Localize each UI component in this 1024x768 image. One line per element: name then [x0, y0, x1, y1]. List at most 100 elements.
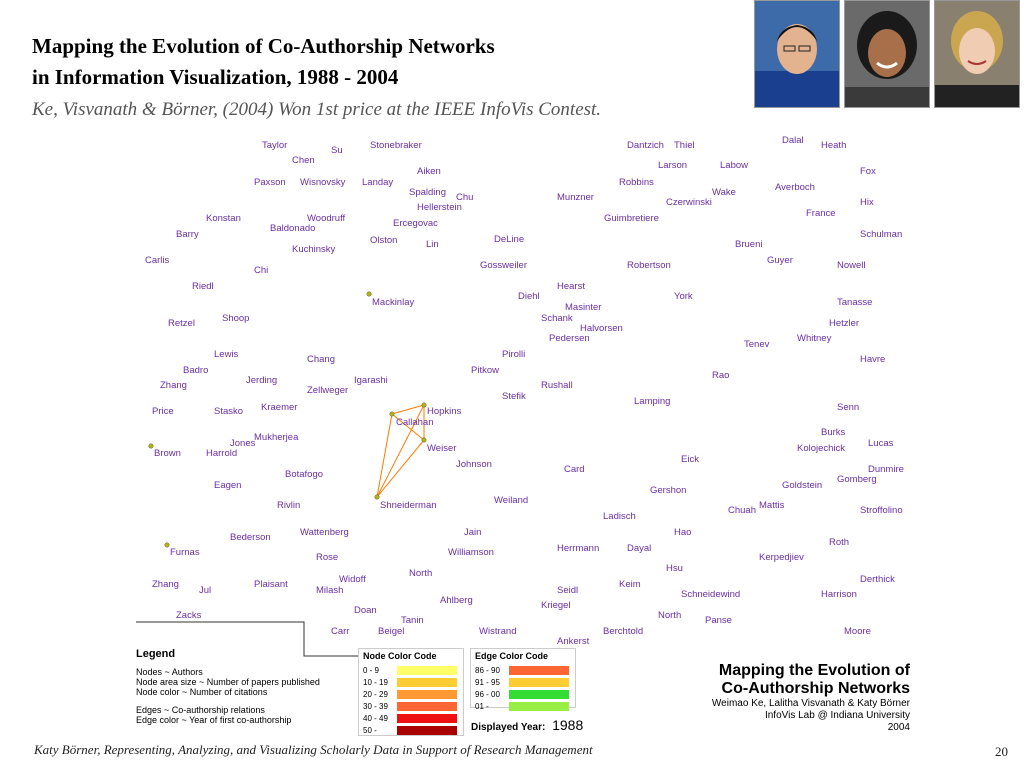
- coauthor-edge: [391, 413, 425, 441]
- author-label: Wisnovsky: [300, 177, 346, 188]
- color-code-row: 91 - 95: [471, 676, 575, 688]
- displayed-year-value: 1988: [552, 717, 584, 733]
- color-code-row: 50 -: [359, 724, 463, 736]
- slide-subtitle: Ke, Visvanath & Börner, (2004) Won 1st p…: [32, 99, 602, 120]
- author-label: Kuchinsky: [292, 244, 336, 255]
- author-label: North: [658, 610, 681, 621]
- visualization-stamp: Mapping the Evolution of Co-Authorship N…: [712, 662, 910, 734]
- author-label: Stonebraker: [370, 140, 422, 151]
- color-swatch: [509, 665, 569, 675]
- author-label: Schneidewind: [681, 589, 740, 600]
- author-label: Herrmann: [557, 543, 599, 554]
- author-label: Mattis: [759, 500, 785, 511]
- legend-line: Nodes ~ Authors: [136, 667, 203, 677]
- author-label: Harrison: [821, 589, 857, 600]
- author-label: Callahan: [396, 417, 434, 428]
- author-label: Dantzich: [627, 140, 664, 151]
- author-label: Williamson: [448, 547, 494, 558]
- author-label: Hao: [674, 527, 691, 538]
- author-label: Pitkow: [471, 365, 499, 376]
- author-label: Labow: [720, 160, 748, 171]
- author-label: Furnas: [170, 547, 200, 558]
- author-label: Senn: [837, 402, 859, 413]
- author-label: Ladisch: [603, 511, 636, 522]
- author-label: Eagen: [214, 480, 241, 491]
- author-label: Wattenberg: [300, 527, 349, 538]
- author-label: Robbins: [619, 177, 654, 188]
- author-label: Zacks: [176, 610, 202, 621]
- author-label: Keim: [619, 579, 641, 590]
- author-label: Masinter: [565, 302, 601, 313]
- author-label: Riedl: [192, 281, 214, 292]
- author-label: Zellweger: [307, 385, 348, 396]
- author-label: Diehl: [518, 291, 540, 302]
- author-label: Milash: [316, 585, 343, 596]
- author-label: Havre: [860, 354, 885, 365]
- author-label: Dunmire: [868, 464, 904, 475]
- coauthor-edge: [391, 404, 425, 415]
- author-label: Averboch: [775, 182, 815, 193]
- author-label: Derthick: [860, 574, 895, 585]
- author-label: Tanasse: [837, 297, 872, 308]
- color-code-row: 10 - 19: [359, 676, 463, 688]
- author-label: Lin: [426, 239, 439, 250]
- author-label: Beigel: [378, 626, 404, 637]
- author-label: Botafogo: [285, 469, 323, 480]
- author-node: [164, 542, 170, 548]
- author-label: Thiel: [674, 140, 695, 151]
- author-label: Su: [331, 145, 343, 156]
- color-code-label: 50 -: [363, 725, 377, 735]
- node-color-code: Node Color Code 0 - 9 10 - 19 20 - 29 30 - …: [358, 648, 464, 736]
- author-label: Spalding: [409, 187, 446, 198]
- color-swatch: [397, 713, 457, 723]
- author-label: Panse: [705, 615, 732, 626]
- color-code-label: 10 - 19: [363, 677, 388, 687]
- color-swatch: [397, 665, 457, 675]
- color-code-row: 86 - 90: [471, 664, 575, 676]
- author-label: Larson: [658, 160, 687, 171]
- color-code-label: 40 - 49: [363, 713, 388, 723]
- author-label: Rose: [316, 552, 338, 563]
- author-label: Chen: [292, 155, 315, 166]
- coauthor-edge: [376, 413, 393, 498]
- author-label: Hellerstein: [417, 202, 462, 213]
- author-label: Rivlin: [277, 500, 300, 511]
- author-label: Hsu: [666, 563, 683, 574]
- author-label: Jain: [464, 527, 481, 538]
- author-label: Seidl: [557, 585, 578, 596]
- network-frame-line: [136, 621, 358, 657]
- author-node: [421, 402, 427, 408]
- author-label: Paxson: [254, 177, 286, 188]
- author-label: Bederson: [230, 532, 271, 543]
- author-label: Gossweiler: [480, 260, 527, 271]
- author-node: [148, 443, 154, 449]
- node-color-code-title: Node Color Code: [363, 651, 437, 661]
- edge-color-code-title: Edge Color Code: [475, 651, 549, 661]
- author-label: Tenev: [744, 339, 770, 350]
- author-label: Baldonado: [270, 223, 315, 234]
- stamp-authors: Weimao Ke, Lalitha Visvanath & Katy Börn…: [711, 698, 910, 709]
- color-swatch: [397, 725, 457, 735]
- author-label: Price: [152, 406, 174, 417]
- author-label: Jerding: [246, 375, 277, 386]
- author-label: Ankerst: [557, 636, 590, 647]
- color-swatch: [509, 701, 569, 711]
- author-label: France: [806, 208, 836, 219]
- author-label: Chi: [254, 265, 268, 276]
- author-label: Lamping: [634, 396, 670, 407]
- author-label: Whitney: [797, 333, 832, 344]
- author-label: Barry: [176, 229, 199, 240]
- legend-line: Edges ~ Co-authorship relations: [136, 705, 265, 715]
- edges-layer: [376, 404, 425, 498]
- color-code-label: 30 - 39: [363, 701, 388, 711]
- author-label: Weiland: [494, 495, 528, 506]
- author-label: Shneiderman: [380, 500, 437, 511]
- author-label: Munzner: [557, 192, 594, 203]
- author-label: Guimbretiere: [604, 213, 659, 224]
- legend-line: Node color ~ Number of citations: [136, 687, 268, 697]
- author-label: DeLine: [494, 234, 524, 245]
- author-label: Pedersen: [549, 333, 590, 344]
- author-label: Chuah: [728, 505, 756, 516]
- displayed-year-label: Displayed Year:: [471, 722, 546, 733]
- author-label: Zhang: [152, 579, 179, 590]
